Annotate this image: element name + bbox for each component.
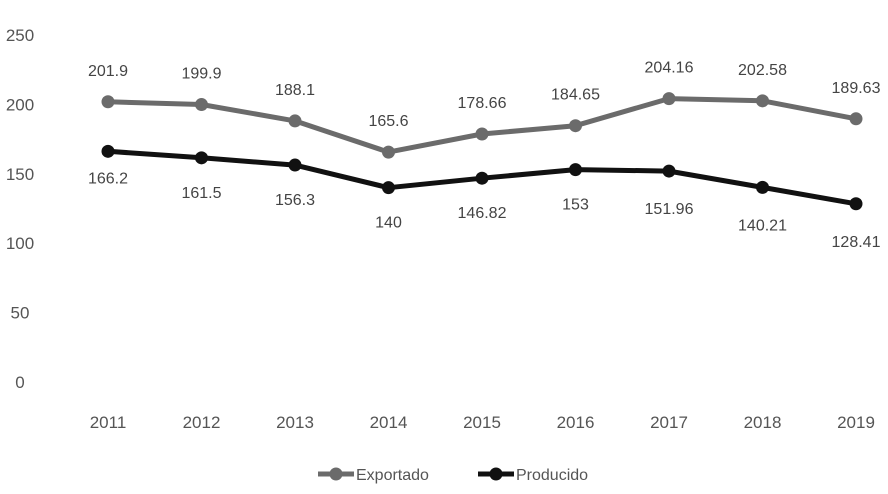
x-tick-label: 2016 — [557, 413, 595, 432]
data-label-exportado: 189.63 — [832, 80, 881, 97]
data-label-exportado: 188.1 — [275, 82, 315, 99]
data-label-exportado: 178.66 — [458, 95, 507, 112]
data-point-producido — [569, 163, 582, 177]
data-point-producido — [662, 164, 676, 178]
data-label-exportado: 202.58 — [738, 62, 787, 79]
x-tick-label: 2013 — [276, 413, 314, 432]
data-label-producido: 153 — [562, 197, 589, 214]
y-tick-label: 200 — [6, 95, 34, 114]
data-point-exportado — [288, 114, 302, 128]
data-point-exportado — [101, 95, 115, 109]
data-point-exportado — [662, 92, 676, 106]
data-label-producido: 161.5 — [181, 185, 221, 202]
x-tick-label: 2015 — [463, 413, 501, 432]
data-label-producido: 156.3 — [275, 192, 315, 209]
data-point-exportado — [195, 98, 208, 112]
data-point-producido — [382, 181, 395, 195]
data-point-producido — [195, 151, 208, 165]
y-axis-ticks: 0 50 100 150 200 250 — [6, 26, 34, 392]
y-tick-label: 100 — [6, 234, 34, 253]
y-tick-label: 0 — [15, 373, 24, 392]
y-tick-label: 150 — [6, 165, 34, 184]
x-tick-label: 2017 — [650, 413, 688, 432]
x-axis-ticks: 2011 2012 2013 2014 2015 2016 2017 2018 2019 — [90, 413, 875, 432]
legend-label-producido: Producido — [516, 467, 588, 484]
x-tick-label: 2018 — [744, 413, 782, 432]
x-tick-label: 2019 — [837, 413, 875, 432]
data-point-exportado — [849, 112, 863, 126]
y-tick-label: 250 — [6, 26, 34, 45]
data-label-producido: 146.82 — [458, 205, 507, 222]
data-point-producido — [756, 180, 769, 194]
data-point-producido — [288, 158, 302, 172]
data-label-exportado: 199.9 — [181, 66, 221, 83]
data-label-producido: 166.2 — [88, 170, 128, 187]
data-label-producido: 140 — [375, 215, 402, 232]
data-labels: 201.9 199.9 188.1 165.6 178.66 184.65 204.16 20… — [88, 60, 881, 251]
data-point-exportado — [382, 145, 395, 159]
data-point-exportado — [475, 127, 489, 141]
x-tick-label: 2014 — [370, 413, 408, 432]
legend-label-exportado: Exportado — [356, 467, 429, 484]
legend-marker-producido — [489, 467, 503, 481]
data-label-exportado: 201.9 — [88, 63, 128, 80]
series-layer — [101, 92, 863, 211]
data-label-exportado: 204.16 — [645, 60, 694, 77]
data-label-producido: 140.21 — [738, 217, 787, 234]
data-point-producido — [475, 171, 489, 185]
data-point-exportado — [569, 119, 582, 133]
data-label-producido: 128.41 — [832, 234, 881, 251]
data-label-producido: 151.96 — [645, 201, 694, 218]
x-tick-label: 2012 — [183, 413, 221, 432]
data-point-producido — [849, 197, 863, 211]
data-point-exportado — [756, 94, 769, 108]
data-label-exportado: 184.65 — [551, 87, 600, 104]
x-tick-label: 2011 — [90, 413, 127, 432]
y-tick-label: 50 — [11, 304, 30, 323]
data-point-producido — [101, 144, 115, 158]
legend: Exportado Producido — [318, 467, 588, 484]
data-label-exportado: 165.6 — [368, 113, 408, 130]
legend-marker-exportado — [329, 467, 343, 481]
